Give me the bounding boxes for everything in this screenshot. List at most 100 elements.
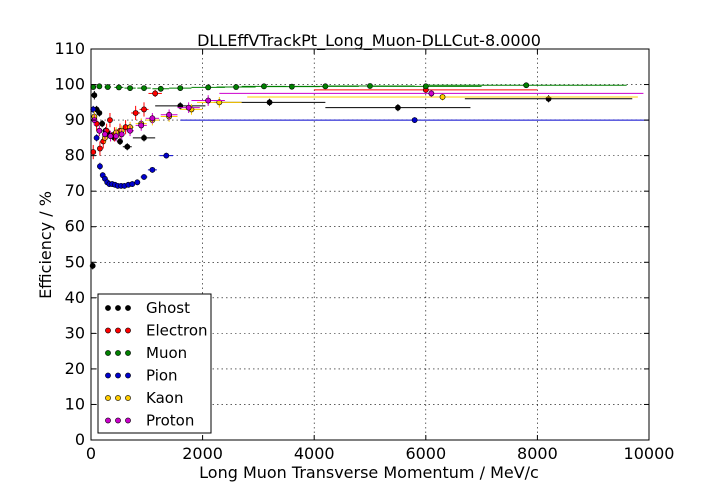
data-point	[107, 133, 114, 139]
data-point	[91, 92, 98, 99]
y-tick-label: 100	[54, 75, 85, 94]
data-point	[233, 84, 239, 90]
y-tick-label: 60	[65, 217, 85, 236]
data-point	[157, 85, 164, 92]
legend-marker	[105, 327, 111, 334]
y-tick-label: 30	[65, 323, 85, 342]
data-point	[205, 84, 212, 91]
legend-entry-pion: Pion	[105, 367, 178, 385]
legend-entry-kaon: Kaon	[105, 389, 183, 407]
data-point	[394, 104, 401, 111]
y-tick-label: 20	[65, 359, 85, 378]
legend-marker	[125, 327, 131, 334]
legend-label: Proton	[146, 412, 194, 430]
y-tick-label: 80	[65, 146, 85, 165]
data-point	[124, 143, 131, 150]
x-tick-label: 2000	[182, 444, 223, 463]
data-point	[141, 134, 147, 141]
data-point	[266, 99, 273, 106]
data-point	[96, 127, 103, 134]
data-point	[97, 163, 103, 170]
legend-marker	[115, 417, 121, 424]
legend-label: Muon	[146, 344, 187, 362]
data-point	[141, 85, 147, 91]
legend-marker	[115, 327, 121, 334]
legend-marker	[115, 395, 121, 401]
axis-ticks: 0 2000 4000 6000 8000 10000 0 10 20 30 40 50 60 70 80 9…	[54, 39, 674, 463]
legend-box	[97, 293, 212, 434]
data-point	[149, 166, 156, 173]
y-axis-label: Efficiency / %	[36, 191, 55, 299]
y-tick-label: 110	[54, 39, 85, 58]
legend-marker	[105, 372, 111, 379]
data-point	[102, 131, 108, 138]
legend-marker	[105, 305, 111, 311]
data-point	[185, 104, 192, 111]
legend-marker	[115, 372, 121, 379]
data-point	[177, 85, 184, 91]
data-point	[152, 90, 159, 97]
data-point	[132, 110, 139, 116]
x-tick-label: 10000	[624, 444, 675, 463]
legend-marker	[125, 305, 131, 311]
chart-title: DLLEffVTrackPt_Long_Muon-DLLCut-8.0000	[197, 31, 541, 51]
data-point	[422, 83, 429, 90]
x-tick-label: 8000	[517, 444, 558, 463]
data-point	[96, 110, 103, 116]
data-point	[127, 127, 133, 134]
data-point	[138, 122, 145, 129]
x-tick-label: 0	[86, 444, 96, 463]
legend-entry-ghost: Ghost	[105, 299, 190, 317]
data-point	[99, 120, 106, 127]
data-series	[89, 82, 649, 270]
data-point	[428, 90, 435, 97]
x-tick-label: 4000	[294, 444, 335, 463]
legend-marker	[115, 305, 121, 311]
legend-label: Electron	[146, 322, 208, 340]
data-point	[411, 117, 418, 123]
y-tick-label: 10	[65, 394, 85, 413]
data-point	[127, 85, 133, 91]
legend-marker	[105, 395, 111, 401]
data-point	[104, 84, 111, 90]
data-point	[93, 134, 100, 141]
legend-marker	[105, 350, 111, 356]
y-tick-label: 70	[65, 181, 85, 200]
legend-entry-proton: Proton	[105, 412, 194, 430]
series-pion	[90, 105, 649, 189]
data-point	[107, 117, 113, 123]
y-tick-label: 40	[65, 288, 85, 307]
x-tick-label: 6000	[405, 444, 446, 463]
series-muon	[90, 82, 627, 92]
data-point	[163, 152, 170, 159]
legend-entry-muon: Muon	[105, 344, 187, 362]
legend-label: Kaon	[146, 389, 183, 407]
legend-marker	[115, 350, 121, 356]
data-point	[141, 174, 147, 180]
legend-entry-electron: Electron	[105, 322, 208, 340]
data-point	[96, 83, 103, 90]
data-point	[523, 82, 530, 89]
data-point	[118, 131, 125, 138]
data-point	[205, 97, 212, 104]
legend-marker	[125, 350, 131, 356]
legend-label: Ghost	[146, 299, 190, 317]
x-axis-label: Long Muon Transverse Momentum / MeV/c	[199, 463, 539, 482]
legend-marker	[105, 417, 111, 424]
data-point	[134, 179, 141, 186]
data-point	[166, 111, 173, 118]
data-point	[116, 84, 122, 91]
data-point	[141, 106, 147, 113]
data-point	[439, 94, 446, 100]
legend-label: Pion	[146, 367, 178, 385]
legend-marker	[125, 372, 131, 379]
data-point	[97, 145, 103, 152]
data-point	[149, 115, 156, 122]
plot-frame	[90, 48, 650, 441]
y-tick-label: 50	[65, 252, 85, 271]
data-point	[113, 133, 120, 139]
data-point	[129, 181, 136, 187]
legend-marker	[125, 417, 131, 424]
y-tick-label: 0	[75, 430, 85, 449]
